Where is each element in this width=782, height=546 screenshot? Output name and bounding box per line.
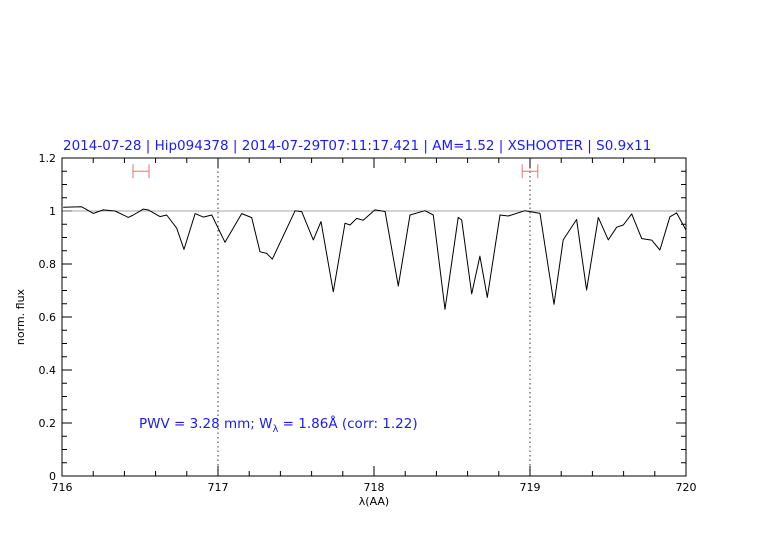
x-tick-label: 720 [676,481,697,494]
y-tick-label: 1 [49,205,56,218]
interval-bar [521,164,539,179]
pwv-annotation: PWV = 3.28 mm; Wλ = 1.86Å (corr: 1.22) [139,415,418,435]
x-tick-label: 719 [520,481,541,494]
y-tick-label: 1.2 [39,152,57,165]
axis-ticks: 716 717 718 719 720 0 0.2 0.4 0.6 0.8 1 1.2 [39,152,697,494]
y-axis-label: norm. flux [14,288,27,345]
y-tick-label: 0.8 [39,258,57,271]
plot-frame [61,157,687,477]
y-tick-label: 0.2 [39,417,57,430]
chart-title: 2014-07-28 | Hip094378 | 2014-07-29T07:1… [63,138,651,154]
x-tick-label: 717 [208,481,229,494]
y-tick-label: 0.6 [39,311,57,324]
interval-bar [132,164,150,179]
y-tick-label: 0.4 [39,364,57,377]
x-tick-label: 716 [52,481,73,494]
x-axis-label: λ(AA) [359,495,389,508]
x-tick-label: 718 [364,481,385,494]
spectrum-line [63,206,687,310]
chart-marks [62,158,687,476]
y-tick-label: 0 [49,470,56,483]
